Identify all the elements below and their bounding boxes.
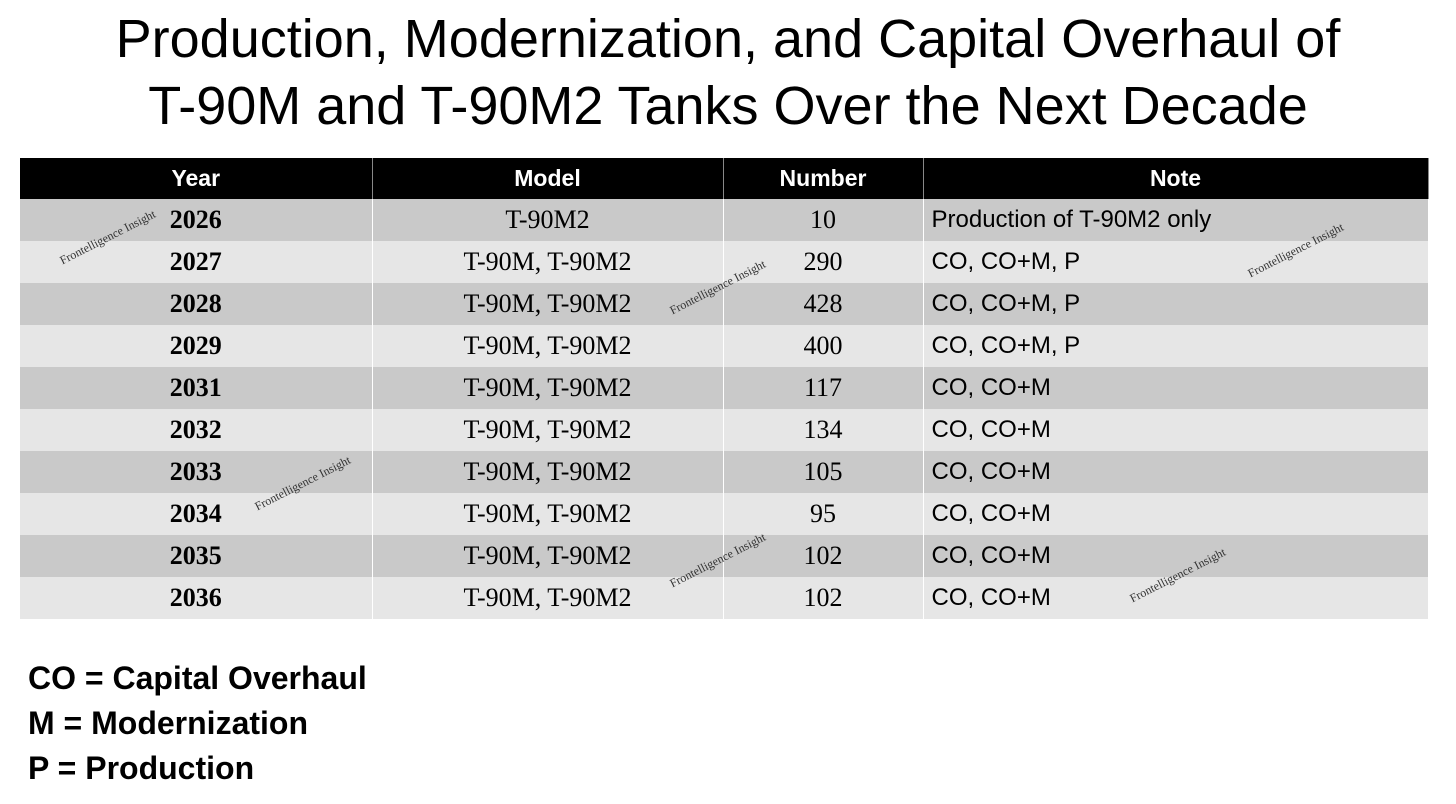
model-cell: T-90M, T-90M2 [372, 409, 724, 451]
model-cell: T-90M, T-90M2 [372, 493, 724, 535]
header-cell: Note [923, 158, 1429, 199]
year-cell: 2032 [20, 409, 373, 451]
header-cell: Year [20, 158, 373, 199]
table-row: 2036 T-90M, T-90M2 102 CO, CO+M [20, 577, 1429, 619]
number-cell: 102 [723, 577, 924, 619]
note-cell: CO, CO+M, P [923, 241, 1429, 283]
year-cell: 2036 [20, 577, 373, 619]
model-cell: T-90M, T-90M2 [372, 367, 724, 409]
model-cell: T-90M, T-90M2 [372, 325, 724, 367]
table-row: 2031 T-90M, T-90M2 117 CO, CO+M [20, 367, 1429, 409]
header-cell: Number [723, 158, 924, 199]
year-cell: 2029 [20, 325, 373, 367]
header-row: Year Model Number Note [20, 158, 1429, 199]
year-cell: 2031 [20, 367, 373, 409]
table-body: 2026 T-90M2 10 Production of T-90M2 only 202… [20, 199, 1429, 619]
table-row: 2026 T-90M2 10 Production of T-90M2 only [20, 199, 1429, 241]
number-cell: 117 [723, 367, 924, 409]
model-cell: T-90M, T-90M2 [372, 577, 724, 619]
note-cell: CO, CO+M [923, 535, 1429, 577]
year-cell: 2033 [20, 451, 373, 493]
model-cell: T-90M, T-90M2 [372, 451, 724, 493]
table-row: 2033 T-90M, T-90M2 105 CO, CO+M [20, 451, 1429, 493]
number-cell: 102 [723, 535, 924, 577]
model-cell: T-90M2 [372, 199, 724, 241]
legend-line: M = Modernization [28, 705, 308, 741]
note-cell: Production of T-90M2 only [923, 199, 1429, 241]
legend: CO = Capital Overhaul M = Modernization … [28, 656, 367, 791]
table-row: 2035 T-90M, T-90M2 102 CO, CO+M [20, 535, 1429, 577]
title-line: Production, Modernization, and Capital O… [115, 9, 1341, 69]
note-cell: CO, CO+M [923, 493, 1429, 535]
number-cell: 105 [723, 451, 924, 493]
number-cell: 95 [723, 493, 924, 535]
legend-line: CO = Capital Overhaul [28, 660, 367, 696]
data-table: Year Model Number Note 2026 T-90M2 10 Produ… [20, 158, 1429, 619]
title-line: T-90M and T-90M2 Tanks Over the Next Dec… [148, 76, 1308, 136]
number-cell: 290 [723, 241, 924, 283]
table-row: 2034 T-90M, T-90M2 95 CO, CO+M [20, 493, 1429, 535]
number-cell: 400 [723, 325, 924, 367]
note-cell: CO, CO+M [923, 409, 1429, 451]
note-cell: CO, CO+M [923, 367, 1429, 409]
model-cell: T-90M, T-90M2 [372, 535, 724, 577]
note-cell: CO, CO+M, P [923, 325, 1429, 367]
year-cell: 2026 [20, 199, 373, 241]
legend-line: P = Production [28, 750, 255, 786]
note-cell: CO, CO+M [923, 577, 1429, 619]
table-row: 2029 T-90M, T-90M2 400 CO, CO+M, P [20, 325, 1429, 367]
model-cell: T-90M, T-90M2 [372, 283, 724, 325]
note-cell: CO, CO+M, P [923, 283, 1429, 325]
number-cell: 428 [723, 283, 924, 325]
year-cell: 2028 [20, 283, 373, 325]
year-cell: 2034 [20, 493, 373, 535]
table-row: 2028 T-90M, T-90M2 428 CO, CO+M, P [20, 283, 1429, 325]
table-row: 2027 T-90M, T-90M2 290 CO, CO+M, P [20, 241, 1429, 283]
table-row: 2032 T-90M, T-90M2 134 CO, CO+M [20, 409, 1429, 451]
number-cell: 10 [723, 199, 924, 241]
title: Production, Modernization, and Capital O… [0, 6, 1456, 140]
year-cell: 2035 [20, 535, 373, 577]
note-cell: CO, CO+M [923, 451, 1429, 493]
model-cell: T-90M, T-90M2 [372, 241, 724, 283]
number-cell: 134 [723, 409, 924, 451]
year-cell: 2027 [20, 241, 373, 283]
header-cell: Model [372, 158, 724, 199]
